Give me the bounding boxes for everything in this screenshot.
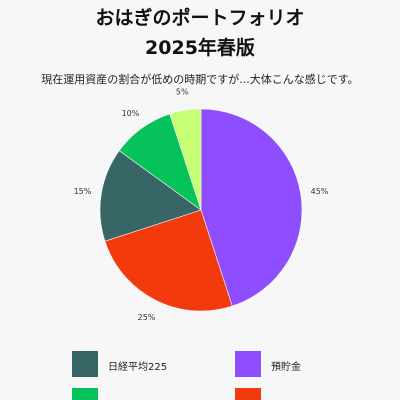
chart-subtitle: 現在運用資産の割合が低めの時期ですが...大体こんな感じです。 <box>41 73 359 86</box>
chart-title-line2: 2025年春版 <box>145 37 255 59</box>
pie-slice-2 <box>99 150 202 242</box>
chart-title-line1: おはぎのポートフォリオ <box>95 7 305 29</box>
pie-label-1: 25% <box>138 313 156 322</box>
legend-swatch-red <box>235 388 261 400</box>
pie-slice-4 <box>169 108 202 211</box>
pie-label-0: 45% <box>311 187 329 196</box>
legend-swatch-nikkei <box>72 351 98 377</box>
pie-label-4: 5% <box>176 87 189 96</box>
legend-label-nikkei: 日経平均225 <box>108 362 168 373</box>
legend-label-savings: 預貯金 <box>271 362 301 373</box>
legend-swatch-green <box>72 388 98 400</box>
pie-slice-1 <box>104 209 233 312</box>
pie-label-3: 10% <box>122 109 140 118</box>
legend-swatch-savings <box>235 351 261 377</box>
pie-label-2: 15% <box>74 187 92 196</box>
pie-slice-0 <box>200 108 303 307</box>
